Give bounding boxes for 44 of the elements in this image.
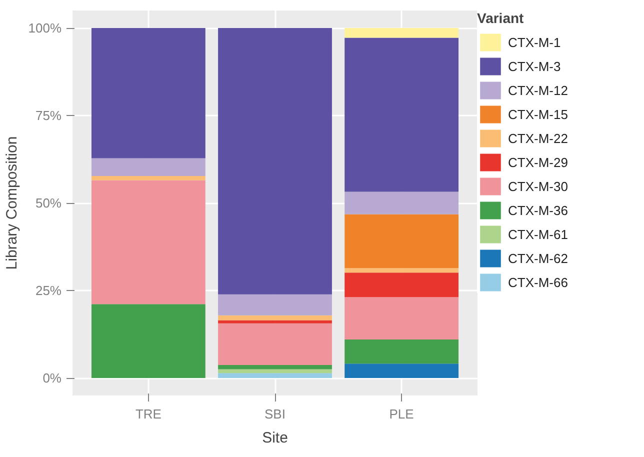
bar <box>218 315 332 320</box>
bar <box>218 365 332 370</box>
legend-label: CTX-M-22 <box>508 130 568 148</box>
legend-label: CTX-M-66 <box>508 274 568 292</box>
y-tick-label: 75% <box>35 108 62 123</box>
legend-label: CTX-M-1 <box>508 34 561 52</box>
bar <box>344 364 459 378</box>
bar <box>91 28 206 158</box>
bar <box>344 214 459 268</box>
legend-label: CTX-M-15 <box>508 106 568 124</box>
bar <box>344 38 459 192</box>
legend-label: CTX-M-3 <box>508 58 561 76</box>
bar <box>344 28 459 38</box>
y-axis-title: Library Composition <box>3 136 20 270</box>
legend-title: Variant <box>477 10 525 26</box>
bar <box>91 180 206 304</box>
bar <box>218 369 332 374</box>
legend-label: CTX-M-30 <box>508 178 568 196</box>
legend-label: CTX-M-29 <box>508 154 568 172</box>
x-tick-label: TRE <box>135 406 162 422</box>
bar <box>218 28 332 294</box>
bar <box>344 297 459 340</box>
bar <box>344 340 459 364</box>
legend-label: CTX-M-62 <box>508 250 568 268</box>
legend-label: CTX-M-61 <box>508 226 568 244</box>
bar <box>344 192 459 214</box>
y-tick-label: 0% <box>42 370 62 386</box>
bar <box>218 373 332 378</box>
y-tick-label: 25% <box>35 283 62 298</box>
bar <box>218 294 332 316</box>
bar <box>218 320 332 324</box>
legend-label: CTX-M-12 <box>508 82 568 100</box>
legend-label: CTX-M-36 <box>508 202 568 220</box>
x-axis-title: Site <box>262 430 288 446</box>
y-tick-label: 100% <box>28 20 62 36</box>
y-tick-label: 50% <box>35 196 62 210</box>
bar <box>344 272 459 298</box>
bar <box>344 268 459 273</box>
bar <box>218 323 332 366</box>
x-tick-label: SBI <box>264 406 286 422</box>
bar <box>91 158 206 176</box>
x-tick-label: PLE <box>389 406 414 422</box>
bar <box>91 176 206 180</box>
bar <box>91 304 206 378</box>
